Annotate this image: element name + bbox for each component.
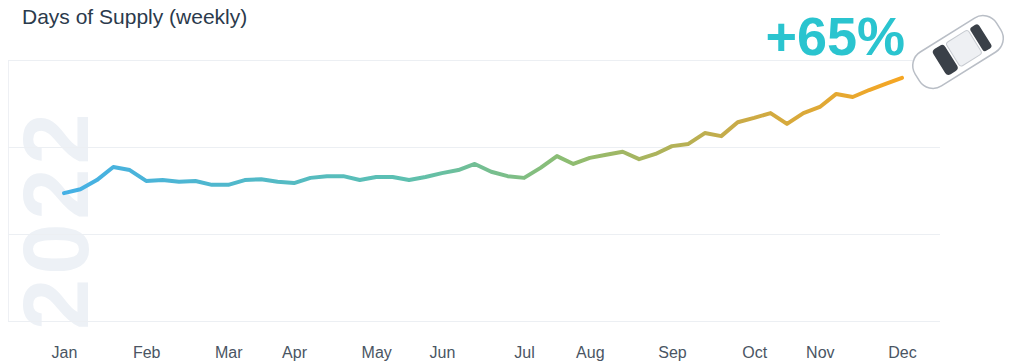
x-tick-label: Oct: [742, 344, 767, 361]
x-tick-label: Aug: [576, 344, 604, 361]
x-tick: Dec: [888, 321, 916, 361]
x-tick-label: Nov: [806, 344, 834, 361]
x-tick: Jun: [430, 321, 456, 361]
x-tick-label: Dec: [888, 344, 916, 361]
x-tick-label: Jun: [430, 344, 456, 361]
change-annotation: +65%: [765, 6, 905, 66]
y-tick: [8, 147, 940, 148]
grid-line: [8, 234, 940, 235]
y-axis-line: [9, 61, 941, 322]
y-axis: [8, 61, 940, 322]
watermark-year: 2022: [5, 109, 107, 330]
x-tick: Jan: [52, 321, 78, 361]
chart-title: Days of Supply (weekly): [22, 5, 247, 28]
chart-container: 2022 Jan Feb Mar Apr May Jun Jul Aug Sep Oct Nov Dec…: [0, 0, 1021, 363]
plot-area: [64, 78, 902, 193]
x-tick: Sep: [658, 321, 687, 361]
x-tick: Aug: [576, 321, 604, 361]
x-tick-label: Sep: [658, 344, 687, 361]
x-tick: Feb: [133, 321, 161, 361]
car-body: [907, 10, 1010, 95]
x-tick-label: Jul: [514, 344, 534, 361]
chart-svg: 2022 Jan Feb Mar Apr May Jun Jul Aug Sep Oct Nov Dec…: [0, 0, 1021, 363]
car-rear-window: [969, 23, 992, 52]
grid-line: [8, 147, 940, 148]
y-tick: [8, 234, 940, 235]
x-tick-label: Feb: [133, 344, 161, 361]
car-icon: [907, 10, 1010, 95]
x-tick: Mar: [215, 321, 243, 361]
series-line: [64, 78, 902, 193]
x-tick-label: May: [362, 344, 392, 361]
x-axis: Jan Feb Mar Apr May Jun Jul Aug Sep Oct Nov Dec: [52, 321, 917, 361]
y-tick: [8, 321, 940, 322]
x-tick-label: Jan: [52, 344, 78, 361]
x-tick-label: Mar: [215, 344, 243, 361]
x-axis-line: [65, 321, 903, 322]
x-tick: May: [362, 321, 392, 361]
x-tick: Jul: [514, 321, 534, 361]
x-tick: Apr: [282, 321, 308, 361]
grid-line: [8, 321, 940, 322]
x-tick: Nov: [806, 321, 834, 361]
x-tick: Oct: [742, 321, 767, 361]
x-tick-label: Apr: [282, 344, 308, 361]
